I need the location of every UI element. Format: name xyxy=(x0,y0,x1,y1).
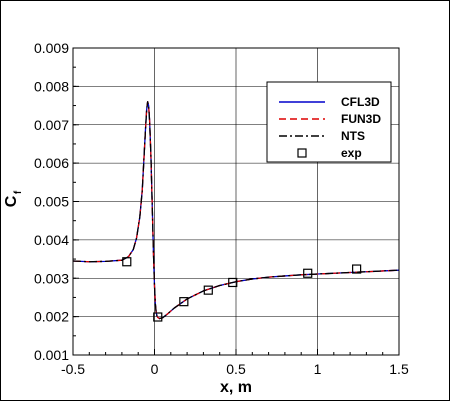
series-layer xyxy=(72,101,400,322)
x-tick-label: 0.5 xyxy=(226,361,246,377)
y-axis-title: C f xyxy=(3,190,24,207)
y-tick-label: 0.004 xyxy=(34,232,69,248)
x-tick-label: -0.5 xyxy=(61,361,85,377)
legend-exp-swatch xyxy=(297,148,307,158)
legend: CFL3D FUN3D NTS exp xyxy=(266,81,392,163)
y-tick-label: 0.009 xyxy=(34,40,69,56)
exp-marker xyxy=(303,268,313,278)
x-tick-label: 1 xyxy=(314,361,322,377)
legend-fun3d-label: FUN3D xyxy=(341,112,381,126)
exp-marker xyxy=(228,277,238,288)
exp-marker xyxy=(203,285,213,295)
x-axis-title: x, m xyxy=(220,379,252,396)
y-tick-label: 0.005 xyxy=(34,194,69,210)
exp-marker xyxy=(122,257,132,267)
legend-box xyxy=(266,81,392,163)
exp-marker xyxy=(179,297,189,307)
y-tick-label: 0.003 xyxy=(34,270,69,286)
legend-nts-label: NTS xyxy=(341,129,365,143)
y-axis-title-subscript: f xyxy=(13,190,24,194)
legend-exp-label: exp xyxy=(341,146,362,160)
exp-marker xyxy=(153,312,163,322)
y-tick-label: 0.002 xyxy=(34,309,69,325)
x-tick-label: 0 xyxy=(151,361,159,377)
y-tick-label: 0.007 xyxy=(34,117,69,133)
y-tick-label: 0.001 xyxy=(34,347,69,363)
y-axis-title-main: C xyxy=(3,195,20,207)
nts-line xyxy=(72,101,400,320)
exp-marker xyxy=(352,264,362,274)
x-tick-label: 1.5 xyxy=(389,361,409,377)
y-tick-label: 0.006 xyxy=(34,155,69,171)
legend-cfl3d-label: CFL3D xyxy=(341,95,380,109)
tick-layer: -0.5 0 0.5 1 1.5 0.001 0.002 0.003 0.004 0.005 0.0… xyxy=(34,40,409,377)
y-tick-label: 0.008 xyxy=(34,78,69,94)
